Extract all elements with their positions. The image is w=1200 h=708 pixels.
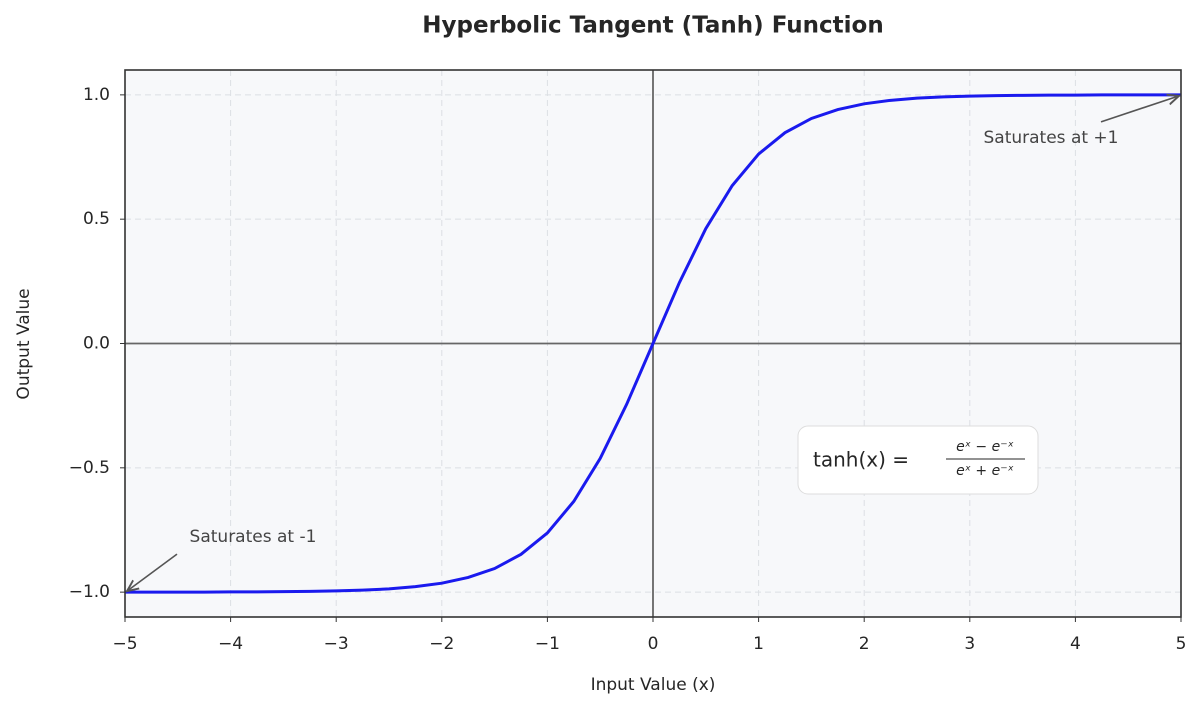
x-tick-label: −4 [218,634,243,654]
x-axis-label: Input Value (x) [591,675,716,695]
x-tick-label: −3 [324,634,349,654]
x-tick-label: 2 [859,634,870,654]
x-tick-label: 3 [964,634,975,654]
y-tick-label: −0.5 [69,458,110,478]
x-tick-label: 4 [1070,634,1081,654]
annotation-arrow [127,553,178,591]
x-tick-label: −5 [112,634,137,654]
x-tick-label: 0 [648,634,659,654]
formula-denominator: eˣ + e⁻ˣ [956,463,1014,479]
annotation-text: Saturates at +1 [984,128,1119,148]
annotation-text: Saturates at -1 [190,527,317,547]
formula-frame [797,425,1039,495]
x-tick-label: −1 [535,634,560,654]
x-tick-label: −2 [429,634,454,654]
chart-title: Hyperbolic Tangent (Tanh) Function [422,13,883,39]
tanh-line [125,93,1181,594]
y-tick-label: 1.0 [83,85,110,105]
y-tick-label: −1.0 [69,582,110,602]
formula-lhs: tanh(x) = [813,448,909,472]
x-tick-label: 5 [1176,634,1187,654]
y-tick-label: 0.5 [83,209,110,229]
annotation-arrow [1100,96,1179,123]
y-tick-label: 0.0 [83,334,110,354]
x-tick-label: 1 [753,634,764,654]
formula-box: tanh(x) = eˣ − e⁻ˣ eˣ + e⁻ˣ [797,425,1039,495]
y-axis-label: Output Value [14,288,34,399]
formula-numerator: eˣ − e⁻ˣ [956,439,1014,455]
